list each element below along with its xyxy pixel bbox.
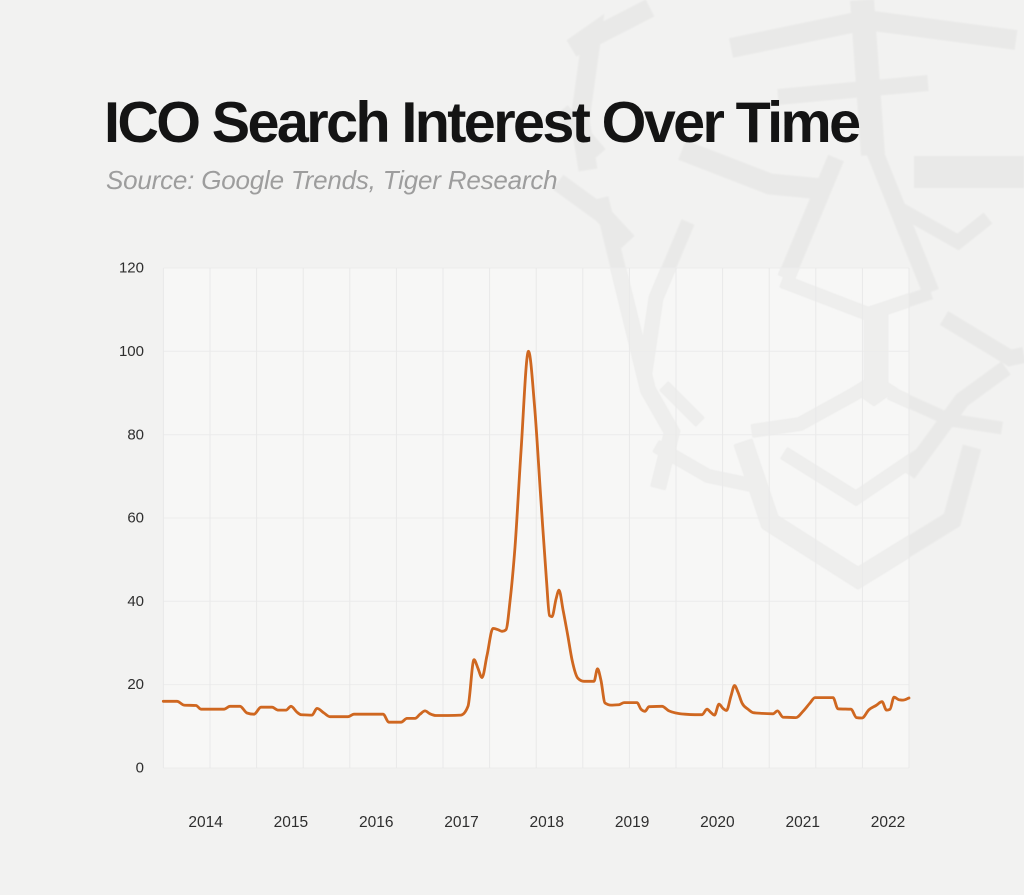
svg-text:100: 100 bbox=[119, 343, 144, 360]
svg-text:2022: 2022 bbox=[871, 814, 905, 831]
svg-text:2018: 2018 bbox=[530, 814, 564, 831]
svg-text:120: 120 bbox=[119, 260, 144, 277]
svg-text:2021: 2021 bbox=[785, 814, 819, 831]
svg-text:20: 20 bbox=[127, 676, 144, 693]
svg-text:2014: 2014 bbox=[188, 814, 223, 831]
svg-text:2019: 2019 bbox=[615, 814, 649, 831]
svg-text:2016: 2016 bbox=[359, 814, 393, 831]
svg-text:2017: 2017 bbox=[444, 814, 478, 831]
svg-text:0: 0 bbox=[136, 760, 144, 777]
svg-text:60: 60 bbox=[127, 510, 144, 527]
svg-text:40: 40 bbox=[127, 593, 144, 610]
svg-text:2020: 2020 bbox=[700, 814, 735, 831]
svg-text:2015: 2015 bbox=[274, 814, 308, 831]
svg-text:80: 80 bbox=[127, 426, 144, 443]
